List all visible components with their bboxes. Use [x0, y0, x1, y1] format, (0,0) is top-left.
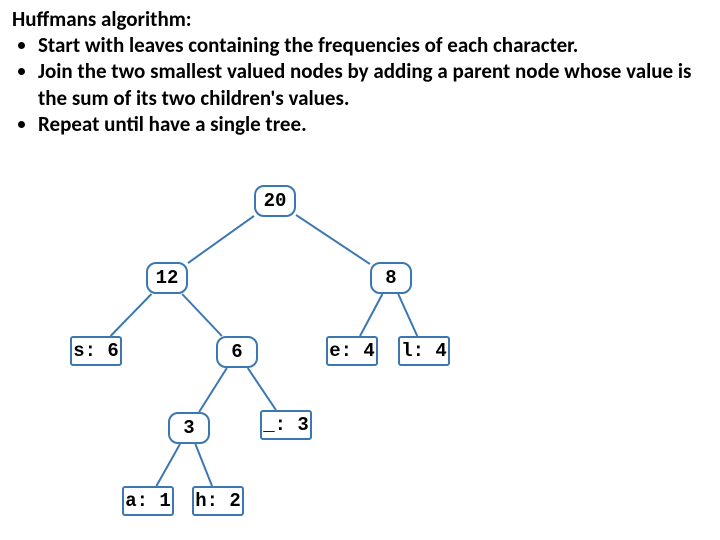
- tree-node-s6: s: 6: [70, 336, 122, 366]
- tree-node-a1: a: 1: [122, 486, 174, 516]
- tree-node-n8: 8: [370, 262, 412, 294]
- edge-n12-s6: [111, 294, 152, 336]
- edge-n6-u3: [248, 368, 276, 410]
- algorithm-text: Huffmans algorithm: Start with leaves co…: [12, 6, 712, 137]
- edge-n8-l4: [398, 294, 417, 336]
- edge-n3-h2: [195, 444, 212, 486]
- algorithm-title: Huffmans algorithm:: [12, 6, 712, 32]
- algorithm-bullets: Start with leaves containing the frequen…: [12, 32, 712, 137]
- tree-node-n20: 20: [254, 185, 296, 217]
- bullet-item: Start with leaves containing the frequen…: [38, 32, 712, 58]
- edge-n3-a1: [156, 444, 180, 486]
- edge-n6-n3: [199, 368, 227, 412]
- tree-node-n3: 3: [168, 412, 210, 444]
- edge-n20-n8: [296, 215, 370, 264]
- tree-node-u3: _: 3: [260, 410, 312, 440]
- edge-n12-n6: [182, 294, 222, 336]
- tree-node-n12: 12: [146, 262, 188, 294]
- tree-node-l4: l: 4: [398, 336, 450, 366]
- bullet-item: Join the two smallest valued nodes by ad…: [38, 58, 712, 111]
- edge-n8-e4: [360, 294, 382, 336]
- tree-node-e4: e: 4: [326, 336, 378, 366]
- tree-node-n6: 6: [216, 336, 258, 368]
- tree-node-h2: h: 2: [192, 486, 244, 516]
- bullet-item: Repeat until have a single tree.: [38, 111, 712, 137]
- edge-n20-n12: [188, 216, 254, 263]
